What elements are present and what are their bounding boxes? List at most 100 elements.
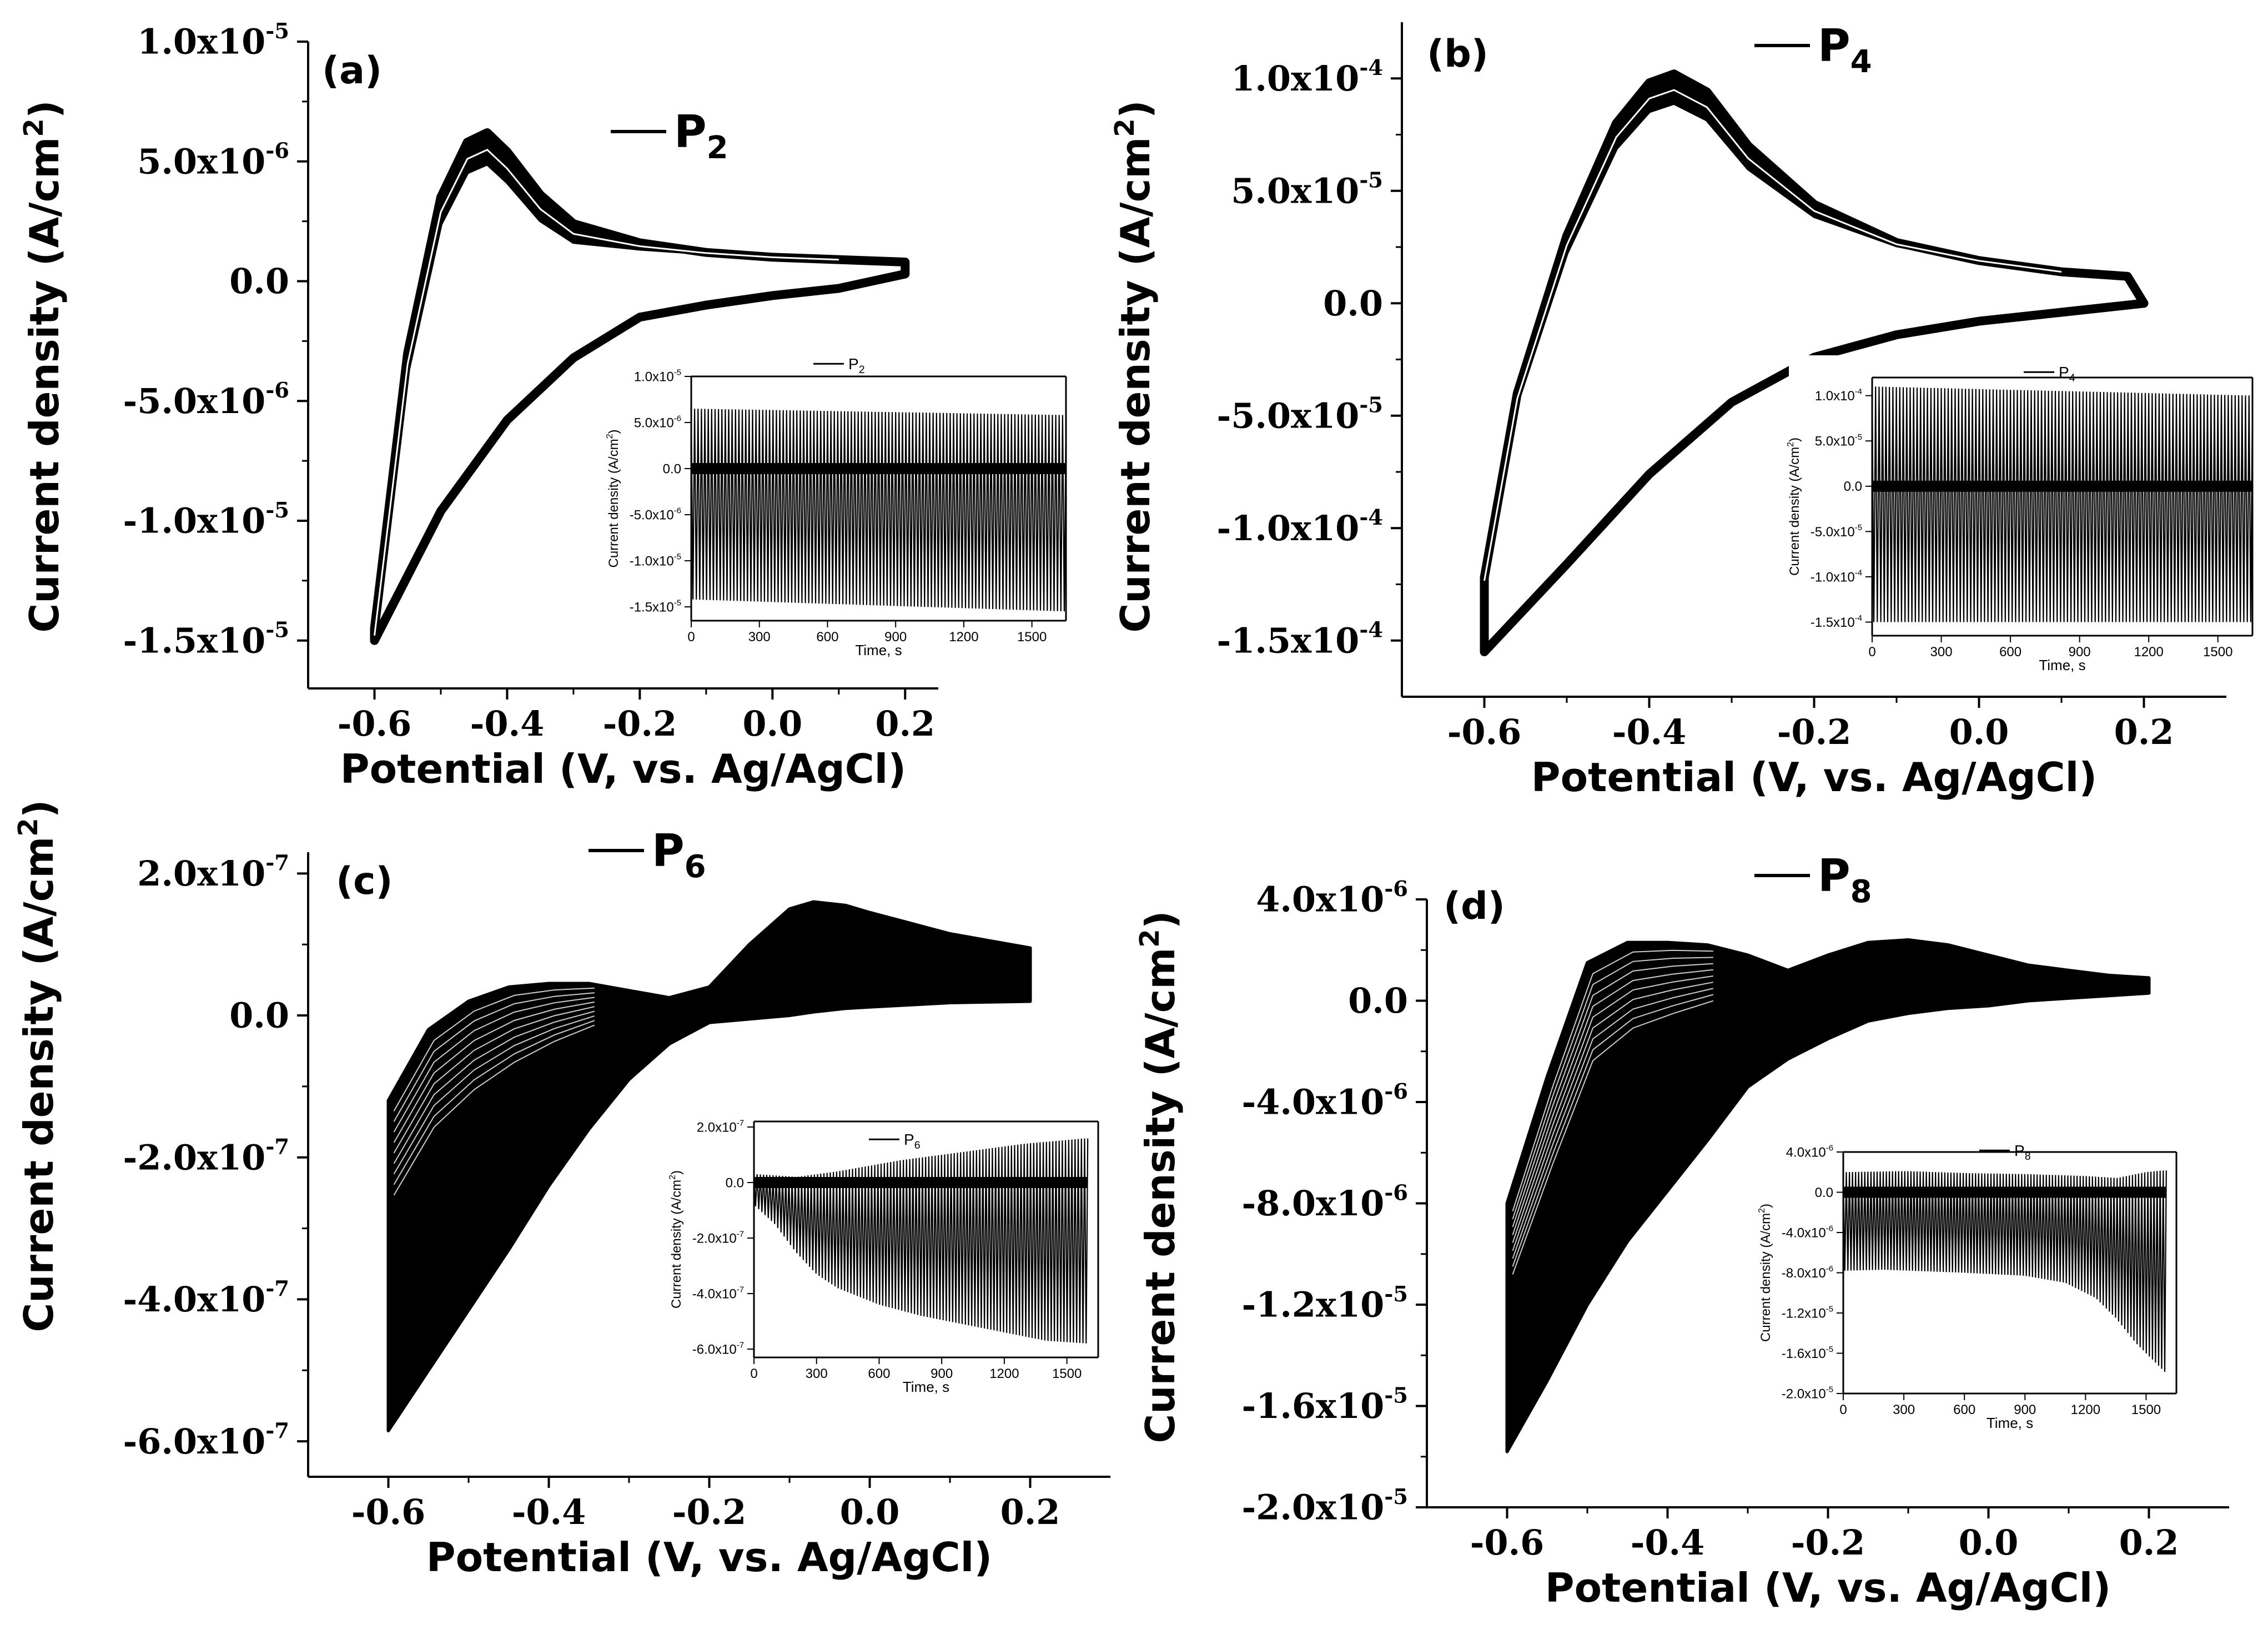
x-tick-label: 300 <box>806 1366 828 1381</box>
cv-cycle-striation <box>1512 969 1713 1235</box>
x-tick-label: 1200 <box>949 630 978 645</box>
cv-cycle-striation <box>1512 975 1713 1243</box>
x-tick-label: 600 <box>816 630 838 645</box>
y-tick-label: -2.0x10-7 <box>692 1230 744 1246</box>
y-tick-label: 5.0x10-5 <box>1231 168 1383 212</box>
y-tick-label: -1.6x10-5 <box>1782 1345 1833 1361</box>
y-tick-label: 2.0x10-7 <box>137 851 289 894</box>
cv-cycle-striation <box>1512 1000 1714 1275</box>
y-tick-label: 0.0 <box>1844 479 1862 494</box>
x-tick-label: 0.2 <box>875 703 935 744</box>
y-axis-label: Current density (A/cm2) <box>13 799 62 1332</box>
cv-cycle-striation <box>393 997 595 1133</box>
x-tick-label: 600 <box>1999 645 2021 660</box>
x-tick-label: 300 <box>1893 1402 1915 1417</box>
x-axis-label: Time, s <box>903 1379 949 1395</box>
x-tick-label: 0 <box>750 1366 757 1381</box>
inset-d: 0 300 600 900 1200 1500 4.0x10-6 0.0 -4.0x10-6 -8… <box>1757 1130 2187 1438</box>
y-tick-label: -4.0x10-7 <box>692 1286 744 1302</box>
x-tick-label: -0.4 <box>1612 712 1687 752</box>
x-tick-label: 900 <box>2014 1402 2036 1417</box>
panel-label: (b) <box>1427 32 1488 76</box>
y-tick-label: -1.5x10-4 <box>1216 618 1383 661</box>
y-tick-label: -2.0x10-5 <box>1782 1386 1833 1402</box>
x-tick-label: -0.2 <box>603 703 677 744</box>
y-tick-label: -4.0x10-6 <box>1241 1079 1408 1123</box>
panel-b: -0.6 -0.4 -0.2 0.0 0.2 1.0x10-4 5.0x10-5 0.0 -5.… <box>1109 20 2264 801</box>
y-axis-label: Current density (A/cm2) <box>1757 1204 1773 1342</box>
panel-a: -0.6 -0.4 -0.2 0.0 0.2 1.0x10-5 5.0x10-6 0.0 -5.… <box>18 19 1077 792</box>
y-tick-label: -1.5x10-5 <box>630 599 681 615</box>
y-axis-label: Current density (A/cm2) <box>1786 437 1802 576</box>
cv-plot-c <box>386 900 1032 1432</box>
inset-legend-text: P4 <box>2059 364 2075 384</box>
y-tick-label: -6.0x10-7 <box>692 1341 744 1357</box>
y-tick-label: 0.0 <box>663 461 681 476</box>
cv-plot-d <box>1505 938 2151 1453</box>
cv-cycle-striation <box>393 1020 595 1185</box>
legend-text: P4 <box>1818 20 1872 80</box>
x-axis-label: Time, s <box>855 642 902 658</box>
y-tick-label: -2.0x10-7 <box>123 1135 289 1178</box>
cv-cycle-striation <box>393 1024 595 1196</box>
y-tick-label: -1.0x10-5 <box>123 498 289 541</box>
cv-cycle-striation <box>393 1001 595 1143</box>
x-tick-label: -0.2 <box>672 1492 747 1532</box>
y-tick-label: -5.0x10-6 <box>630 507 681 523</box>
legend-text: P6 <box>652 825 706 885</box>
cv-cycles-envelope <box>386 900 1032 1432</box>
x-tick-label: -0.6 <box>338 703 412 744</box>
y-tick-label: -5.0x10-5 <box>1216 393 1383 436</box>
x-tick-label: 0.2 <box>2119 1522 2179 1563</box>
y-tick-label: 0.0 <box>229 995 289 1036</box>
x-tick-label: -0.4 <box>512 1492 586 1532</box>
inset-baseline-band <box>1872 480 2252 492</box>
x-tick-label: 900 <box>931 1366 953 1381</box>
panel-c: -0.6 -0.4 -0.2 0.0 0.2 2.0x10-7 0.0 -2.0x10-7 -4… <box>13 799 1110 1581</box>
x-tick-label: 0 <box>687 630 695 645</box>
x-tick-label: 900 <box>884 630 907 645</box>
y-tick-label: -8.0x10-6 <box>1782 1265 1833 1281</box>
x-tick-label: 300 <box>1930 645 1953 660</box>
x-tick-label: -0.6 <box>1470 1522 1545 1563</box>
x-tick-label: 0.2 <box>1000 1492 1060 1532</box>
y-tick-label: -4.0x10-6 <box>1782 1225 1833 1241</box>
x-axis-label: Potential (V, vs. Ag/AgCl) <box>340 746 906 792</box>
x-tick-label: 1500 <box>1017 630 1047 645</box>
x-tick-label: 1200 <box>2071 1402 2100 1417</box>
inset-a: 0 300 600 900 1200 1500 1.0x10-5 5.0x10-6 0.0 -5.… <box>605 354 1077 665</box>
y-tick-label: -1.5x10-4 <box>1811 614 1862 630</box>
y-axis-label: Current density (A/cm2) <box>1109 100 1159 632</box>
x-tick-label: 0.2 <box>2114 712 2174 752</box>
y-tick-label: -5.0x10-5 <box>1811 524 1862 540</box>
x-tick-label: -0.2 <box>1791 1522 1865 1563</box>
x-tick-label: 600 <box>1953 1402 1975 1417</box>
y-tick-label: 4.0x10-6 <box>1786 1144 1833 1160</box>
inset-legend-text: P8 <box>2014 1142 2031 1163</box>
cv-plot-b <box>1480 69 2149 656</box>
y-tick-label: 1.0x10-4 <box>1231 56 1383 99</box>
y-tick-label: 0.0 <box>229 261 289 301</box>
x-tick-label: -0.4 <box>1631 1522 1705 1563</box>
y-tick-label: 0.0 <box>1815 1185 1833 1200</box>
x-axis-label: Time, s <box>2039 657 2085 673</box>
panel-d: -0.6 -0.4 -0.2 0.0 0.2 4.0x10-6 0.0 -4.0x10-6 -8… <box>1134 850 2229 1611</box>
x-axis-label: Potential (V, vs. Ag/AgCl) <box>426 1534 992 1581</box>
x-tick-label: 0.0 <box>840 1492 900 1532</box>
x-tick-label: -0.2 <box>1777 712 1852 752</box>
inset-baseline-band <box>1843 1186 2166 1198</box>
y-tick-label: -6.0x10-7 <box>123 1418 289 1462</box>
cv-cycle-striation <box>393 987 595 1111</box>
y-tick-label: -4.0x10-7 <box>123 1276 289 1320</box>
y-axis-label: Current density (A/cm2) <box>1134 910 1184 1443</box>
y-tick-label: 1.0x10-5 <box>137 19 289 62</box>
y-tick-label: 4.0x10-6 <box>1256 877 1408 920</box>
cv-cycle-striation <box>1512 957 1713 1220</box>
y-tick-label: 1.0x10-5 <box>634 369 681 385</box>
y-tick-label: 2.0x10-7 <box>697 1119 744 1135</box>
inset-current-trace <box>1842 1170 2167 1372</box>
panel-label: (a) <box>322 49 382 93</box>
inset-current-trace <box>690 409 1067 612</box>
x-tick-label: -0.6 <box>1447 712 1522 752</box>
